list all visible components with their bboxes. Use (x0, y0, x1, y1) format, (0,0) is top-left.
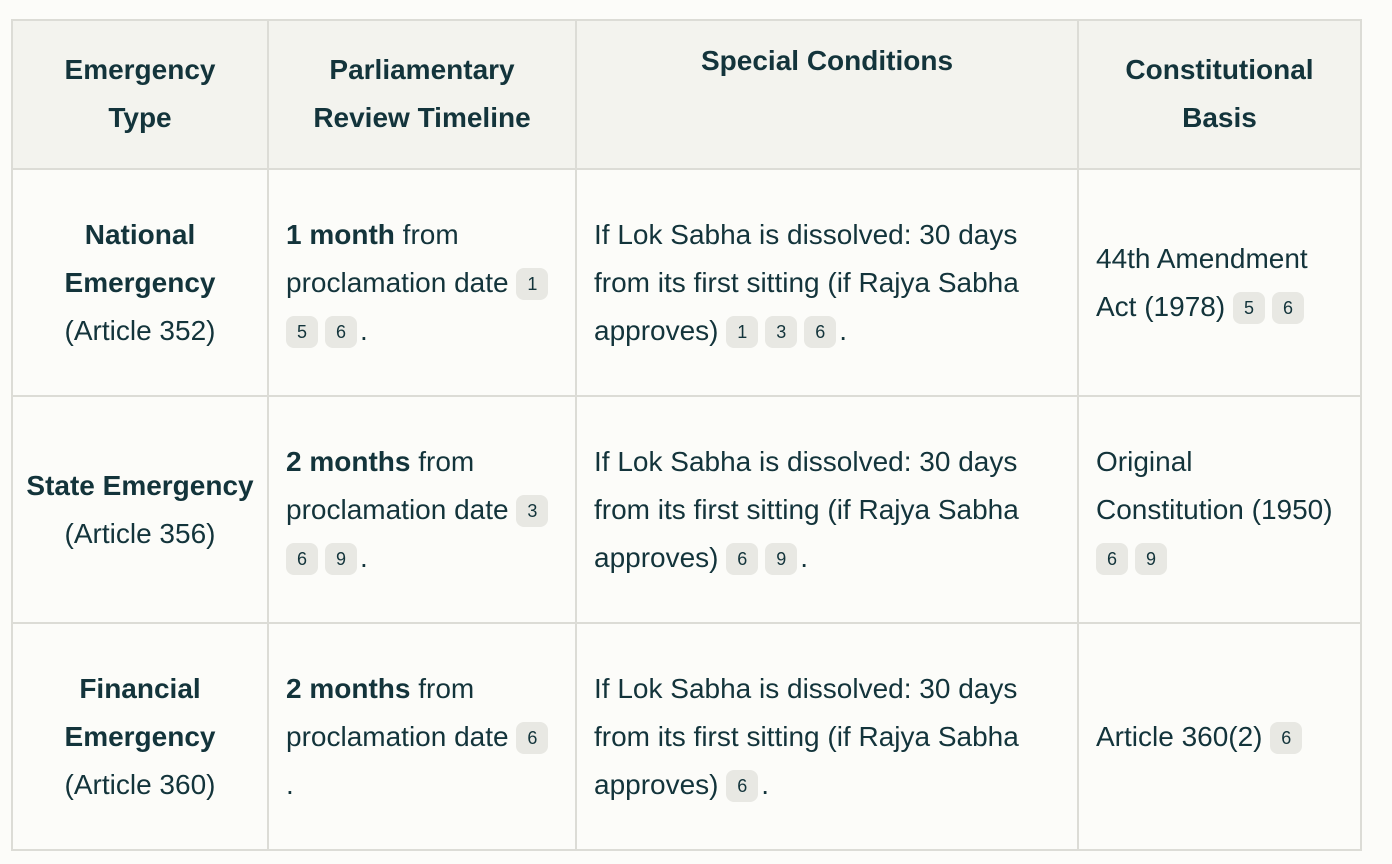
citation-badge[interactable]: 9 (325, 542, 357, 575)
timeline-duration: 1 month (286, 218, 395, 250)
citation-badge[interactable]: 5 (286, 315, 318, 348)
timeline-duration: 2 months (286, 445, 411, 477)
emergency-type-article: (Article 360) (64, 768, 216, 800)
citation-badge[interactable]: 6 (726, 542, 759, 575)
emergency-type-name: Financial Emergency (64, 672, 216, 752)
emergency-comparison-table: Emergency Type Parliamentary Review Time… (11, 19, 1362, 851)
citation-group: 6 (516, 721, 551, 754)
period: . (761, 768, 770, 800)
citation-group: 6 (726, 769, 761, 802)
citation-group: 6 (1270, 721, 1305, 754)
citation-group: 3 6 9 (286, 494, 555, 575)
basis-text: Original Constitution (1950) (1096, 445, 1333, 525)
special-conditions-cell: If Lok Sabha is dissolved: 30 days from … (575, 622, 1079, 851)
citation-badge[interactable]: 1 (726, 315, 759, 348)
citation-badge[interactable]: 6 (804, 315, 837, 348)
period: . (360, 314, 368, 346)
constitutional-basis-cell: Article 360(2) 6 (1077, 622, 1362, 851)
review-timeline-cell: 2 months from proclamation date 6. (267, 622, 577, 851)
review-timeline-cell: 1 month from proclamation date 1 5 6. (267, 168, 577, 397)
table-row: Financial Emergency (Article 360) 2 mont… (11, 622, 1362, 851)
header-row: Emergency Type Parliamentary Review Time… (11, 19, 1362, 170)
emergency-type-cell: National Emergency (Article 352) (11, 168, 269, 397)
emergency-type-cell: Financial Emergency (Article 360) (11, 622, 269, 851)
citation-badge[interactable]: 1 (516, 267, 549, 300)
header-review-timeline: Parliamentary Review Timeline (267, 19, 577, 170)
citation-badge[interactable]: 6 (516, 721, 549, 754)
timeline-text: from proclamation date (286, 445, 509, 525)
conditions-text: If Lok Sabha is dissolved: 30 days from … (594, 672, 1019, 800)
table-row: National Emergency (Article 352) 1 month… (11, 168, 1362, 397)
emergency-type-article: (Article 352) (64, 314, 216, 346)
citation-badge[interactable]: 9 (1135, 542, 1167, 575)
citation-badge[interactable]: 6 (1270, 721, 1303, 754)
citation-badge[interactable]: 5 (1232, 291, 1265, 324)
citation-badge[interactable]: 6 (325, 315, 357, 348)
period: . (839, 314, 848, 346)
header-constitutional-basis: Constitutional Basis (1077, 19, 1362, 170)
conditions-text: If Lok Sabha is dissolved: 30 days from … (594, 445, 1019, 573)
conditions-text: If Lok Sabha is dissolved: 30 days from … (594, 218, 1019, 346)
special-conditions-cell: If Lok Sabha is dissolved: 30 days from … (575, 395, 1079, 624)
citation-badge[interactable]: 6 (286, 542, 318, 575)
header-emergency-type: Emergency Type (11, 19, 269, 170)
citation-badge[interactable]: 6 (1096, 542, 1128, 575)
basis-text: Article 360(2) (1096, 720, 1263, 752)
citation-badge[interactable]: 9 (765, 542, 798, 575)
special-conditions-cell: If Lok Sabha is dissolved: 30 days from … (575, 168, 1079, 397)
citation-badge[interactable]: 6 (726, 769, 759, 802)
basis-text: 44th Amendment Act (1978) (1096, 242, 1308, 322)
emergency-type-name: State Emergency (26, 469, 254, 501)
timeline-duration: 2 months (286, 672, 411, 704)
header-special-conditions: Special Conditions (575, 19, 1079, 170)
timeline-text: from proclamation date (286, 218, 509, 298)
citation-group: 1 5 6 (286, 267, 555, 348)
period: . (286, 768, 294, 800)
citation-badge[interactable]: 3 (765, 315, 798, 348)
emergency-type-cell: State Emergency (Article 356) (11, 395, 269, 624)
emergency-type-article: (Article 356) (64, 517, 216, 549)
citation-badge[interactable]: 3 (516, 494, 549, 527)
table: Emergency Type Parliamentary Review Time… (11, 19, 1362, 851)
timeline-text: from proclamation date (286, 672, 509, 752)
emergency-type-name: National Emergency (64, 218, 216, 298)
table-header: Emergency Type Parliamentary Review Time… (11, 19, 1362, 170)
table-row: State Emergency (Article 356) 2 months f… (11, 395, 1362, 624)
citation-badge[interactable]: 6 (1271, 291, 1304, 324)
table-body: National Emergency (Article 352) 1 month… (11, 168, 1362, 851)
review-timeline-cell: 2 months from proclamation date 3 6 9. (267, 395, 577, 624)
period: . (800, 541, 809, 573)
period: . (360, 541, 368, 573)
